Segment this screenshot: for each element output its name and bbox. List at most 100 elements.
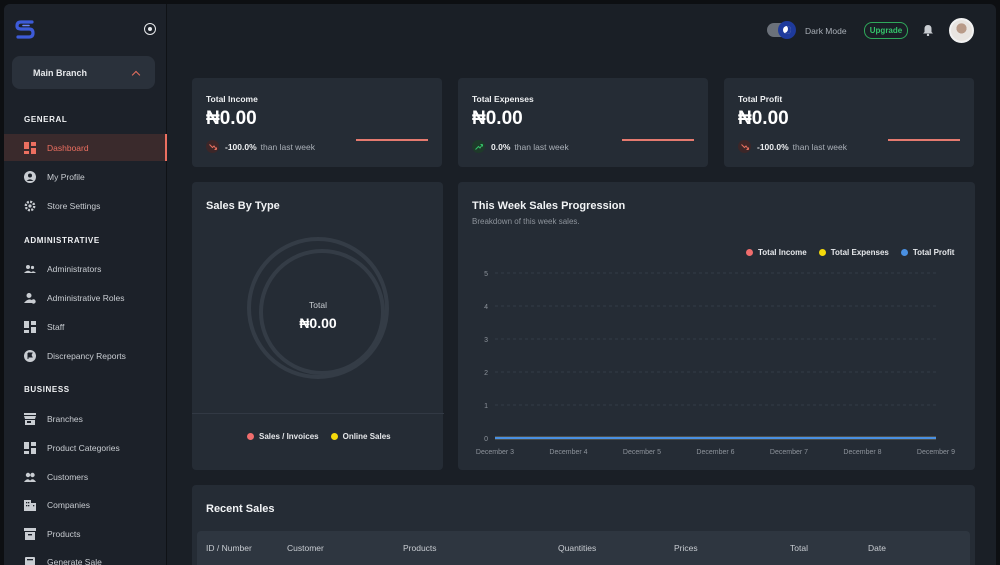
card-title: This Week Sales Progression bbox=[472, 200, 626, 212]
y-tick-label: 1 bbox=[484, 403, 488, 410]
x-tick-label: December 4 bbox=[549, 449, 587, 456]
column-header-customer[interactable]: Customer bbox=[287, 543, 324, 553]
table-header-row bbox=[197, 531, 970, 565]
trend-down-icon bbox=[738, 140, 751, 153]
legend-dot bbox=[746, 249, 753, 256]
donut-chart bbox=[247, 237, 389, 379]
sidebar-item-label: Companies bbox=[47, 499, 90, 510]
stat-card-total-profit: Total Profit ₦0.00 -100.0% than last wee… bbox=[724, 78, 974, 167]
sidebar-item-companies[interactable]: Companies bbox=[4, 491, 167, 518]
x-tick-label: December 6 bbox=[696, 449, 734, 456]
section-title-general: GENERAL bbox=[24, 115, 68, 124]
stat-sparkline bbox=[888, 139, 960, 141]
sidebar-item-generate-sale[interactable]: Generate Sale bbox=[4, 548, 167, 565]
avatar[interactable] bbox=[949, 18, 974, 43]
sidebar-item-discrepancy-reports[interactable]: Discrepancy Reports bbox=[4, 342, 167, 369]
stat-sparkline bbox=[622, 139, 694, 141]
sidebar-item-label: Customers bbox=[47, 471, 89, 482]
stat-value: ₦0.00 bbox=[738, 108, 789, 129]
stat-change-value: -100.0% bbox=[757, 141, 789, 152]
column-header-quantities[interactable]: Quantities bbox=[558, 543, 597, 553]
legend-item[interactable]: Sales / Invoices bbox=[247, 432, 319, 441]
sidebar-item-label: Administrators bbox=[47, 263, 102, 274]
upgrade-button[interactable]: Upgrade bbox=[864, 22, 908, 39]
legend-dot bbox=[900, 249, 908, 256]
stat-change-value: -100.0% bbox=[225, 141, 257, 152]
branch-selector[interactable]: Main Branch bbox=[12, 56, 155, 89]
section-title-business: BUSINESS bbox=[24, 385, 70, 394]
logo-icon[interactable] bbox=[14, 19, 36, 41]
profile-icon bbox=[24, 170, 36, 183]
x-tick-label: December 9 bbox=[917, 449, 955, 456]
dashboard-icon bbox=[24, 141, 36, 154]
sidebar-item-administrators[interactable]: Administrators bbox=[4, 255, 167, 282]
gear-icon bbox=[24, 200, 36, 212]
sales-progression-card: This Week Sales Progression Breakdown of… bbox=[458, 182, 975, 470]
legend-label: Total Profit bbox=[912, 248, 955, 257]
y-tick-label: 5 bbox=[484, 271, 488, 278]
column-header-date[interactable]: Date bbox=[868, 543, 886, 553]
card-title: Sales By Type bbox=[206, 200, 280, 212]
sale-icon bbox=[24, 556, 36, 565]
dark-mode-toggle[interactable] bbox=[767, 21, 796, 39]
column-header-prices[interactable]: Prices bbox=[674, 543, 698, 553]
sidebar-item-administrative-roles[interactable]: Administrative Roles bbox=[4, 284, 167, 311]
legend-dot bbox=[818, 249, 826, 256]
legend-label: Online Sales bbox=[342, 432, 391, 441]
stat-title: Total Expenses bbox=[472, 94, 534, 104]
sidebar: Main Branch GENERAL Dashboard My Profile… bbox=[4, 4, 167, 565]
donut-legend: Sales / Invoices Online Sales bbox=[247, 432, 403, 441]
stat-change-suffix: than last week bbox=[514, 141, 569, 152]
record-icon[interactable] bbox=[144, 23, 156, 35]
x-tick-label: December 3 bbox=[476, 449, 514, 456]
stat-change-suffix: than last week bbox=[792, 141, 848, 152]
chart-legend: Total Income Total Expenses Total Profit bbox=[746, 248, 966, 257]
stat-card-total-expenses: Total Expenses ₦0.00 0.0% than last week bbox=[458, 78, 708, 167]
divider bbox=[192, 413, 444, 414]
legend-dot bbox=[247, 433, 254, 440]
store-icon bbox=[24, 412, 36, 425]
box-icon bbox=[24, 527, 36, 540]
report-icon bbox=[24, 349, 36, 362]
x-tick-label: December 8 bbox=[843, 449, 881, 456]
column-header-total[interactable]: Total bbox=[790, 543, 808, 553]
sidebar-item-customers[interactable]: Customers bbox=[4, 463, 167, 490]
legend-item[interactable]: Total Profit bbox=[900, 248, 955, 257]
x-tick-label: December 7 bbox=[770, 449, 808, 456]
y-tick-label: 2 bbox=[484, 370, 488, 377]
sidebar-item-staff[interactable]: Staff bbox=[4, 313, 167, 340]
donut-total-label: Total bbox=[309, 300, 327, 310]
sidebar-item-label: Administrative Roles bbox=[47, 292, 125, 303]
sidebar-item-my-profile[interactable]: My Profile bbox=[4, 163, 167, 190]
column-header-id[interactable]: ID / Number bbox=[206, 543, 252, 553]
x-tick-label: December 5 bbox=[623, 449, 661, 456]
column-header-products[interactable]: Products bbox=[403, 543, 437, 553]
sidebar-item-label: Dashboard bbox=[47, 142, 89, 153]
customers-icon bbox=[24, 471, 36, 483]
sales-by-type-card: Sales By Type Total ₦0.00 Sales / Invoic… bbox=[192, 182, 444, 470]
app-window: Main Branch GENERAL Dashboard My Profile… bbox=[4, 4, 996, 565]
dark-mode-label: Dark Mode bbox=[805, 26, 847, 36]
y-tick-label: 3 bbox=[484, 337, 488, 344]
bell-icon[interactable] bbox=[922, 24, 934, 36]
sidebar-item-store-settings[interactable]: Store Settings bbox=[4, 192, 167, 219]
legend-label: Total Income bbox=[758, 248, 807, 257]
legend-dot bbox=[330, 433, 338, 440]
stat-change: -100.0% than last week bbox=[738, 140, 847, 153]
sidebar-item-label: Products bbox=[47, 528, 81, 539]
branch-label: Main Branch bbox=[33, 67, 88, 78]
legend-item[interactable]: Total Expenses bbox=[818, 248, 889, 257]
sidebar-item-products[interactable]: Products bbox=[4, 520, 167, 547]
legend-label: Sales / Invoices bbox=[259, 432, 319, 441]
sidebar-item-branches[interactable]: Branches bbox=[4, 405, 167, 432]
legend-item[interactable]: Online Sales bbox=[330, 432, 391, 441]
sidebar-item-product-categories[interactable]: Product Categories bbox=[4, 434, 167, 461]
sidebar-item-dashboard[interactable]: Dashboard bbox=[4, 134, 167, 161]
sidebar-item-label: Branches bbox=[47, 413, 83, 424]
sidebar-item-label: Product Categories bbox=[47, 442, 120, 453]
sidebar-item-label: Store Settings bbox=[47, 200, 101, 211]
staff-icon bbox=[24, 320, 36, 333]
y-tick-label: 0 bbox=[484, 436, 488, 443]
users-icon bbox=[24, 263, 36, 275]
legend-item[interactable]: Total Income bbox=[746, 248, 807, 257]
